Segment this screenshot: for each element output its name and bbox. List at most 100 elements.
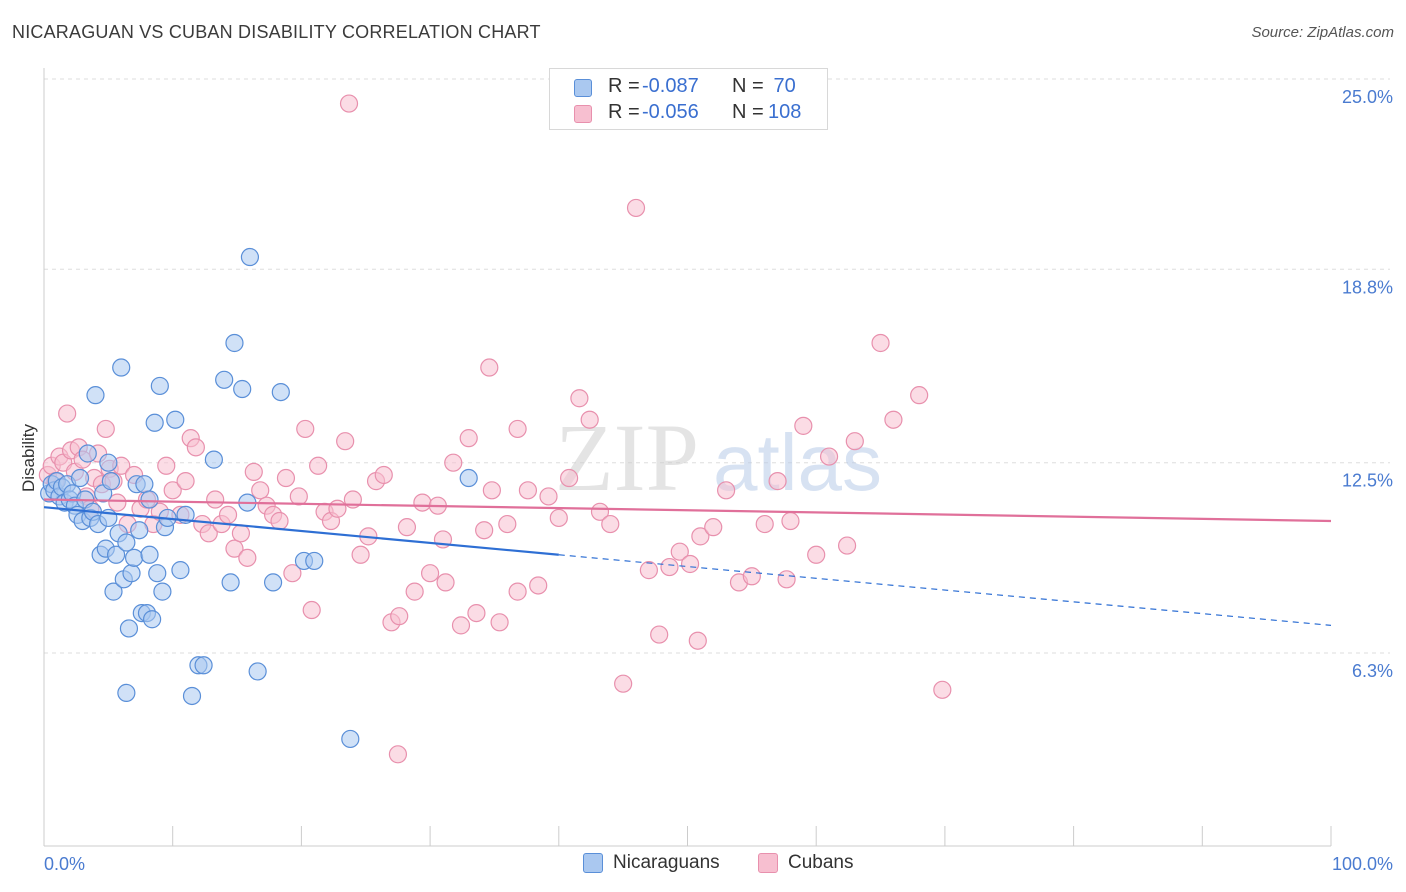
- nicaraguan-point: [148, 564, 167, 583]
- nicaraguan-point: [240, 247, 260, 267]
- legend-label: Cubans: [788, 852, 854, 873]
- cuban-point: [482, 481, 501, 500]
- cuban-point: [351, 545, 370, 564]
- cuban-point: [777, 570, 796, 589]
- cuban-point: [614, 674, 633, 693]
- cuban-point: [283, 564, 302, 583]
- n-label: N =: [732, 101, 764, 123]
- y-tick-label: 18.8%: [1342, 277, 1393, 297]
- cuban-point: [570, 389, 589, 408]
- cuban-point: [688, 631, 707, 650]
- cuban-point: [480, 358, 499, 377]
- n-value: 108: [768, 101, 802, 123]
- cuban-point: [388, 745, 408, 764]
- cuban-point: [231, 524, 251, 543]
- cuban-point: [251, 481, 270, 500]
- nicaraguan-point: [101, 472, 121, 491]
- cuban-point: [639, 561, 658, 580]
- cuban-point: [884, 410, 903, 429]
- cuban-point: [397, 518, 417, 537]
- cuban-point: [444, 453, 463, 472]
- cuban-point: [559, 468, 579, 488]
- cuban-point: [704, 518, 723, 537]
- nicaraguan-point: [117, 683, 136, 703]
- cuban-point: [670, 542, 689, 561]
- stats-legend: R = -0.087 N = 70 R = -0.056 N = 108: [549, 68, 828, 130]
- nicaraguan-point: [112, 358, 131, 377]
- x-tick-label-left: 0.0%: [44, 854, 85, 874]
- cuban-point: [580, 410, 599, 429]
- cuban-point: [206, 490, 225, 509]
- cuban-point: [910, 386, 929, 405]
- nicaraguan-point: [459, 468, 478, 488]
- cuban-point: [794, 416, 813, 435]
- chart-title: NICARAGUAN VS CUBAN DISABILITY CORRELATI…: [12, 22, 541, 42]
- r-label: R =: [608, 101, 640, 123]
- cuban-point: [199, 524, 218, 543]
- cuban-point: [933, 680, 952, 699]
- cuban-point: [807, 545, 826, 564]
- cuban-point: [717, 481, 736, 500]
- nicaraguan-point: [106, 545, 126, 564]
- cuban-point: [459, 429, 478, 448]
- nicaraguan-point: [86, 386, 105, 405]
- cuban-point: [96, 419, 115, 439]
- cuban-point: [186, 438, 205, 457]
- cuban-point: [289, 487, 308, 506]
- nicaraguan-point: [104, 582, 123, 601]
- nicaraguans-swatch: [574, 79, 592, 97]
- nicaraguan-point: [143, 610, 162, 629]
- nicaraguan-point: [135, 475, 154, 494]
- nicaraguan-point: [171, 561, 190, 580]
- nicaraguans-legend-swatch: [583, 853, 603, 873]
- legend-label: Nicaraguans: [613, 852, 720, 873]
- cuban-point: [755, 514, 774, 534]
- nicaraguan-point: [122, 564, 141, 583]
- cuban-point: [475, 521, 494, 540]
- cuban-point: [601, 514, 620, 534]
- cuban-point: [508, 419, 527, 439]
- cuban-point: [518, 481, 538, 500]
- cuban-point: [436, 573, 455, 592]
- cuban-point: [680, 554, 700, 574]
- y-tick-label: 6.3%: [1352, 661, 1393, 681]
- nicaraguan-point: [225, 333, 244, 353]
- cuban-point: [660, 557, 679, 577]
- grid: [44, 78, 1390, 654]
- cuban-point: [108, 493, 127, 512]
- x-tick-label-right: 100.0%: [1332, 854, 1393, 874]
- nicaraguan-point: [248, 662, 267, 681]
- r-value: -0.087: [642, 75, 699, 97]
- cuban-point: [781, 511, 800, 531]
- cuban-point: [176, 472, 195, 491]
- nicaraguan-point: [166, 410, 185, 429]
- cuban-point: [218, 505, 238, 524]
- cuban-point: [328, 499, 347, 518]
- cuban-point: [296, 419, 315, 439]
- nicaraguan-point: [263, 573, 283, 592]
- nicaraguan-point: [305, 551, 324, 571]
- nicaraguan-point: [124, 548, 144, 567]
- cuban-point: [413, 493, 432, 512]
- cuban-point: [336, 432, 355, 451]
- nicaraguan-point: [341, 729, 360, 749]
- cuban-point: [225, 539, 244, 558]
- cuban-point: [742, 567, 761, 586]
- cuban-point: [590, 502, 610, 521]
- cuban-point: [244, 462, 263, 481]
- cuban-point: [508, 582, 527, 601]
- nicaraguan-point: [153, 582, 172, 601]
- nicaraguans-points: [40, 247, 478, 749]
- nicaraguan-point: [140, 490, 159, 509]
- cuban-point: [163, 481, 182, 500]
- trend-lines: [43, 498, 1332, 626]
- cuban-point: [390, 607, 409, 626]
- y-tick-label: 25.0%: [1342, 87, 1393, 107]
- n-label: N =: [732, 75, 764, 97]
- r-label: R =: [608, 75, 640, 97]
- cubans-swatch: [574, 105, 592, 123]
- nicaraguan-point: [78, 444, 97, 463]
- nicaraguan-point: [233, 379, 252, 399]
- cuban-point: [529, 576, 548, 595]
